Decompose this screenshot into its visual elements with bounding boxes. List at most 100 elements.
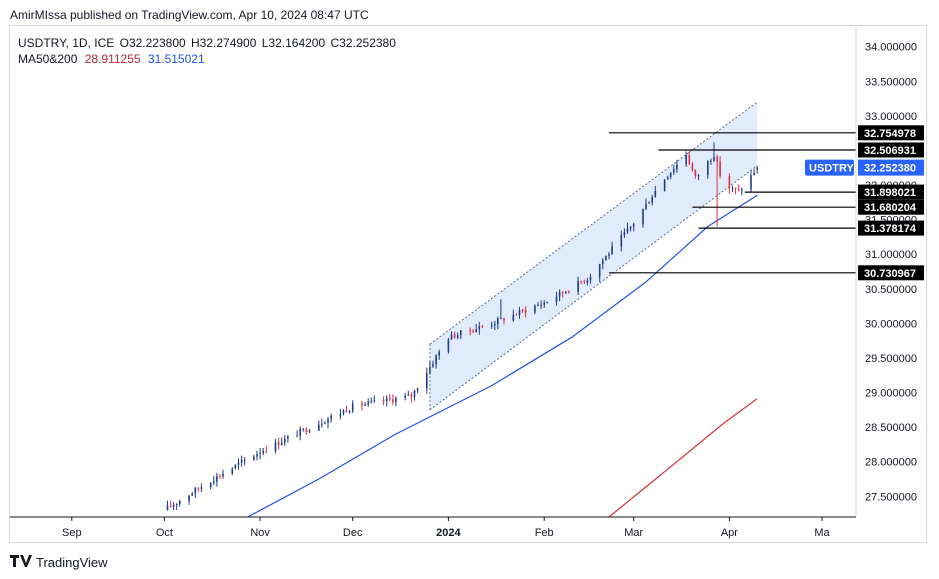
level-price-label: 32.506931 (864, 145, 916, 157)
candle-body (305, 428, 308, 433)
footer-brand-label: TradingView (36, 554, 108, 570)
candle-body (435, 355, 437, 364)
y-tick-label: 29.000000 (865, 388, 917, 400)
candle-body (302, 428, 305, 430)
candle-body (629, 226, 632, 229)
candle-body (284, 438, 286, 443)
x-tick-label: Dec (343, 527, 363, 539)
candle-body (583, 281, 586, 283)
candle-body (432, 364, 434, 367)
candle-body (469, 330, 471, 332)
candle-body (274, 441, 277, 452)
candle-body (200, 487, 203, 489)
candle-body (577, 280, 579, 292)
level-price-box (858, 265, 924, 281)
y-tick-label: 28.500000 (865, 422, 917, 434)
candle-body (565, 291, 567, 293)
level-price-label: 32.754978 (864, 128, 916, 140)
candle-body (632, 224, 635, 227)
candle-body (416, 388, 419, 391)
candle-body (243, 459, 246, 461)
candle-body (648, 202, 650, 204)
x-tick-label: Feb (535, 527, 554, 539)
level-price-label: 31.378174 (864, 223, 917, 235)
candle-body (231, 468, 234, 474)
legend-ma50-value: 31.515021 (147, 52, 205, 66)
candle-body (741, 189, 743, 191)
candle-body (589, 276, 592, 281)
candle-body (456, 335, 459, 338)
symbol-badge-label: USDTRY (809, 163, 854, 175)
x-tick-label: 2024 (436, 527, 461, 539)
candle-body (240, 459, 243, 463)
candle-body (188, 495, 190, 501)
candle-body (586, 280, 589, 283)
candle-body (663, 179, 666, 191)
candle-body (407, 394, 410, 396)
candle-body (265, 451, 268, 452)
candle-body (277, 441, 280, 446)
candle-body (169, 505, 172, 507)
y-tick-label: 27.500000 (865, 491, 917, 503)
candle-body (598, 264, 601, 277)
y-tick-label: 31.000000 (865, 249, 917, 261)
candle-body (753, 172, 755, 175)
candle-body (568, 291, 570, 293)
legend-ma-row: MA50&200 28.911255 31.515021 (18, 51, 396, 67)
candle-body (472, 330, 474, 333)
candle-body (410, 394, 413, 398)
candle-body (373, 399, 376, 401)
level-price-box (858, 125, 924, 141)
candle-body (669, 172, 672, 178)
candle-body (490, 325, 493, 327)
level-price-box (858, 142, 924, 158)
candle-body (515, 314, 518, 316)
candle-body (342, 410, 345, 414)
candle-body (324, 422, 326, 424)
candle-body (651, 197, 653, 203)
candle-body (642, 209, 644, 225)
plot-area (166, 101, 856, 517)
level-price-box (858, 199, 924, 215)
y-tick-label: 33.500000 (865, 76, 917, 88)
candle-body (673, 169, 675, 173)
candle-body (503, 318, 505, 321)
candle-body (555, 296, 558, 302)
candle-body (713, 156, 715, 161)
candle-body (691, 163, 694, 170)
candle-body (259, 453, 261, 455)
candle-body (175, 503, 178, 505)
candle-body (395, 398, 397, 403)
candle-body (299, 429, 301, 436)
x-tick-label: Sep (62, 527, 82, 539)
candle-body (234, 464, 237, 469)
candle-body (367, 401, 369, 405)
y-tick-label: 30.500000 (865, 284, 917, 296)
x-tick-label: Oct (156, 527, 173, 539)
candle-body (450, 334, 453, 340)
candle-body (172, 505, 175, 507)
candle-body (719, 161, 721, 177)
footer-brand[interactable]: TradingView (10, 554, 108, 570)
candle-body (166, 505, 169, 511)
candle-body (191, 493, 193, 496)
candle-body (734, 187, 737, 190)
level-price-label: 31.898021 (864, 187, 916, 199)
candle-body (666, 177, 669, 180)
candle-body (524, 310, 527, 313)
legend-ma200-value: 28.911255 (84, 52, 141, 66)
candle-body (262, 451, 264, 454)
candle-body (327, 418, 329, 423)
x-tick-label: Ma (814, 527, 830, 539)
candle-body (645, 203, 647, 209)
candle-body (546, 301, 548, 303)
legend-ma-label: MA50&200 (18, 52, 78, 66)
candle-body (197, 488, 200, 489)
chart-legend: USDTRY, 1D, ICE O32.223800 H32.274900 L3… (18, 35, 396, 67)
legend-ohlc-row: USDTRY, 1D, ICE O32.223800 H32.274900 L3… (18, 35, 396, 51)
ma50-line (247, 194, 758, 517)
candle-body (280, 442, 283, 445)
tradingview-logo-icon (10, 554, 32, 570)
candle-body (364, 404, 366, 406)
